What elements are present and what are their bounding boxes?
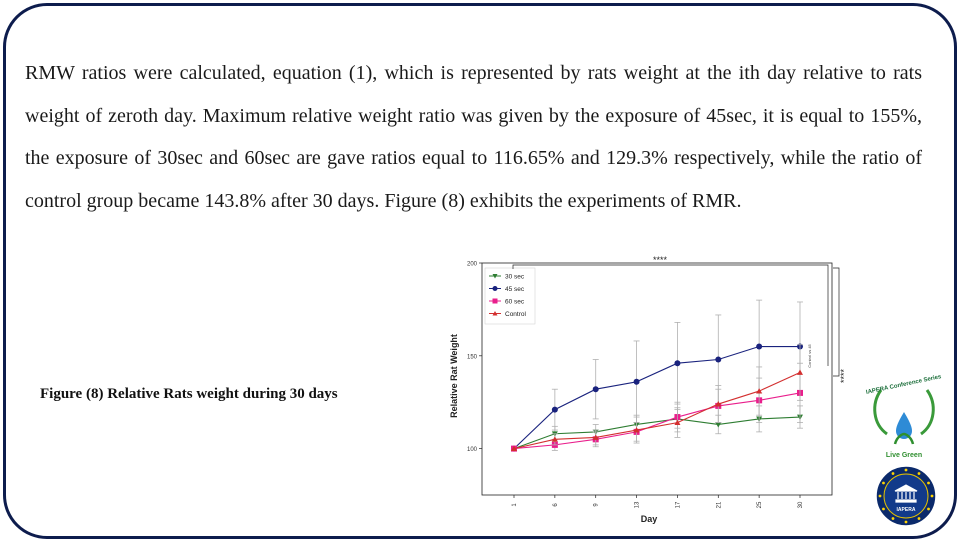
data-point [633, 427, 640, 433]
series-line [513, 372, 801, 450]
seal-star [891, 472, 895, 475]
leaf-icon [893, 432, 915, 445]
figure-caption: Figure (8) Relative Rats weight during 3… [40, 386, 338, 402]
conference-logo: IAPERA Conference Series Live Green [866, 374, 943, 459]
seal-star [917, 517, 921, 520]
data-point [674, 419, 681, 426]
body-paragraph: RMW ratios were calculated, equation (1)… [25, 62, 922, 212]
y-tick-label: 150 [467, 354, 478, 360]
legend-marker [492, 286, 498, 291]
seal-star [878, 494, 882, 498]
x-tick-label: 1 [512, 503, 518, 507]
x-tick-label: 25 [757, 501, 763, 508]
seal-star [917, 472, 921, 475]
water-drop-icon [896, 412, 912, 439]
star-ring-icon [878, 468, 934, 524]
significance-bracket-right: **** Control vs 45 [807, 267, 849, 384]
series-line [513, 345, 800, 449]
x-axis-label: Day [641, 514, 658, 524]
data-point [511, 445, 517, 451]
significance-stars-right: **** [839, 369, 849, 384]
series-line [513, 416, 801, 450]
seal-star [927, 481, 930, 485]
significance-bracket-top: **** [512, 256, 829, 366]
data-point [633, 378, 640, 385]
data-point [551, 406, 558, 413]
iapera-seal: IAPERA [875, 465, 937, 527]
significance-stars-top: **** [653, 256, 668, 265]
seal-star [927, 507, 930, 511]
conference-tagline: Live Green [886, 452, 922, 459]
data-point [674, 360, 681, 367]
seal-star [882, 507, 885, 511]
conference-name: IAPERA Conference Series [866, 374, 943, 396]
data-point [756, 343, 763, 350]
legend-marker [492, 274, 498, 279]
seal-star [904, 520, 908, 524]
series-control [511, 344, 803, 451]
plot-area [481, 262, 833, 496]
x-tick-label: 17 [675, 501, 681, 508]
seal-star [930, 494, 934, 498]
data-point [715, 401, 722, 407]
seal-star [891, 517, 895, 520]
series-line [513, 392, 801, 450]
data-point [551, 436, 558, 442]
data-point [715, 422, 722, 428]
x-tick-label: 6 [553, 503, 559, 507]
data-point [592, 434, 599, 440]
legend-label: 45 sec [505, 286, 525, 293]
x-tick-label: 13 [635, 501, 641, 508]
seal-star [904, 468, 908, 472]
legend-marker [492, 298, 498, 304]
data-point [797, 369, 803, 375]
x-tick-label: 21 [716, 501, 722, 508]
data-point [756, 388, 763, 394]
relative-weight-chart: 100 150 200 1 6 9 13 17 21 25 30 30 sec 45 sec 60 s… [449, 256, 849, 524]
legend-label: 60 sec [505, 299, 525, 306]
seal-star [882, 481, 885, 485]
legend: 30 sec 45 sec 60 sec Control [484, 267, 536, 325]
x-tick-label: 30 [798, 501, 804, 508]
legend-marker [492, 311, 498, 316]
seal-text: IAPERA [897, 507, 916, 513]
legend-label: 30 sec [505, 274, 525, 281]
legend-label: Control [505, 311, 527, 318]
y-tick-label: 100 [467, 447, 478, 453]
laurel-left-icon [873, 389, 888, 436]
data-point [715, 356, 722, 363]
laurel-right-icon [920, 389, 935, 436]
building-icon [894, 484, 918, 503]
x-tick-label: 9 [594, 503, 600, 507]
y-axis-label: Relative Rat Weight [449, 334, 459, 418]
data-point [592, 386, 599, 393]
y-tick-label: 200 [467, 262, 478, 268]
comparison-label: Control vs 45 [807, 343, 812, 367]
